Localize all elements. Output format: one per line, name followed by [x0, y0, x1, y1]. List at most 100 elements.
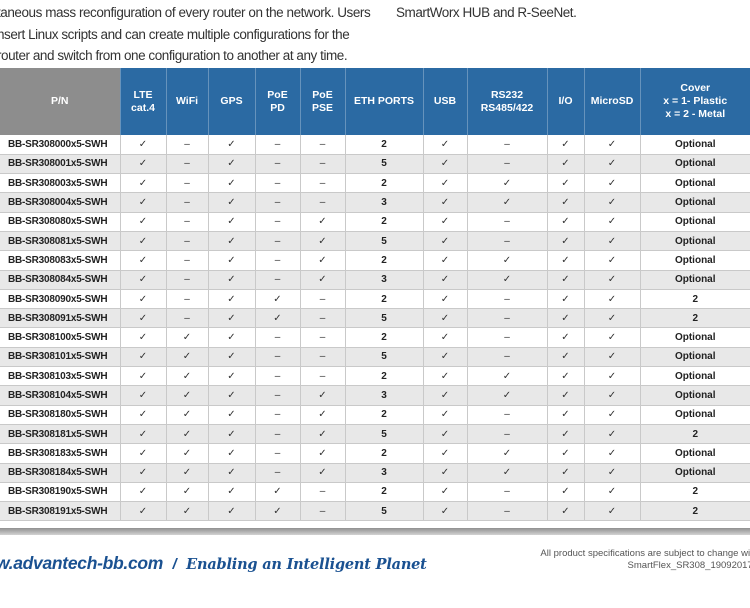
cell-usb: ✓ [422, 173, 467, 194]
part-number-cell: BB-SR308180x5-SWH [0, 405, 120, 425]
cell-gps: ✓ [207, 482, 255, 503]
cell-poe-pd: – [254, 173, 300, 194]
cell-cover: Optional [639, 270, 750, 290]
cell-eth-ports: 2 [344, 212, 423, 232]
cell-poe-pd: – [254, 424, 300, 445]
col-header-io: I/O [546, 68, 584, 135]
cell-poe-pd: ✓ [254, 501, 300, 522]
cell-poe-pse: ✓ [299, 405, 345, 425]
cell-io: ✓ [546, 463, 584, 483]
footer-disclaimer: All product specifications are subject t… [540, 548, 750, 560]
table-row: BB-SR308091x5-SWH ✓ – ✓ ✓ –5 ✓ – ✓ ✓ 2 [0, 308, 750, 329]
cell-microsd: ✓ [583, 501, 640, 522]
cell-rs232-rs485: – [466, 424, 547, 445]
table-row: BB-SR308190x5-SWH ✓ ✓ ✓ ✓ –2 ✓ – ✓ ✓ 2 [0, 482, 750, 503]
cell-cover: Optional [639, 154, 750, 175]
cell-usb: ✓ [422, 308, 467, 329]
part-number-cell: BB-SR308080x5-SWH [0, 212, 120, 232]
cell-lte-cat4: ✓ [119, 405, 166, 425]
cell-cover: Optional [639, 135, 750, 155]
cell-lte-cat4: ✓ [119, 327, 166, 348]
cell-eth-ports: 5 [344, 347, 423, 368]
cell-wifi: ✓ [165, 443, 208, 464]
table-row: BB-SR308000x5-SWH ✓ – ✓ – –2 ✓ – ✓ ✓ Optional [0, 135, 750, 155]
cell-io: ✓ [546, 405, 584, 425]
cell-lte-cat4: ✓ [119, 385, 166, 406]
cell-lte-cat4: ✓ [119, 250, 166, 271]
cell-lte-cat4: ✓ [119, 231, 166, 252]
cell-eth-ports: 5 [344, 424, 423, 445]
cell-poe-pd: – [254, 270, 300, 290]
table-row: BB-SR308081x5-SWH ✓ – ✓ – ✓ 5 ✓ – ✓ ✓ Optional [0, 231, 750, 252]
cell-rs232-rs485: ✓ [466, 385, 547, 406]
cell-microsd: ✓ [583, 173, 640, 194]
cell-io: ✓ [546, 192, 584, 213]
cell-microsd: ✓ [583, 366, 640, 387]
col-header-gps: GPS [207, 68, 255, 135]
cell-cover: 2 [639, 308, 750, 329]
cell-cover: Optional [639, 443, 750, 464]
part-number-cell: BB-SR308000x5-SWH [0, 135, 120, 155]
cell-poe-pd: ✓ [254, 289, 300, 310]
cell-rs232-rs485: – [466, 347, 547, 368]
cell-microsd: ✓ [583, 250, 640, 271]
cell-eth-ports: 3 [344, 385, 423, 406]
part-number-cell: BB-SR308104x5-SWH [0, 385, 120, 406]
cell-gps: ✓ [207, 501, 255, 522]
cell-io: ✓ [546, 231, 584, 252]
cell-poe-pd: – [254, 250, 300, 271]
col-header-cover: Cover x = 1- Plastic x = 2 - Metal [639, 68, 750, 135]
part-number-cell: BB-SR308103x5-SWH [0, 366, 120, 387]
spec-table-body: BB-SR308000x5-SWH ✓ – ✓ – –2 ✓ – ✓ ✓ Optional BB-SR… [0, 135, 750, 522]
cell-poe-pse: ✓ [299, 463, 345, 483]
cell-eth-ports: 5 [344, 308, 423, 329]
intro-paragraph-line: SmartWorx HUB and R-SeeNet. [396, 5, 577, 20]
part-number-cell: BB-SR308183x5-SWH [0, 443, 120, 464]
cell-lte-cat4: ✓ [119, 347, 166, 368]
cell-poe-pd: – [254, 405, 300, 425]
cell-gps: ✓ [207, 405, 255, 425]
footer-slash: / [172, 556, 177, 574]
cell-microsd: ✓ [583, 482, 640, 503]
cell-lte-cat4: ✓ [119, 308, 166, 329]
col-header-wifi: WiFi [165, 68, 208, 135]
part-number-cell: BB-SR308181x5-SWH [0, 424, 120, 445]
cell-io: ✓ [546, 250, 584, 271]
cell-usb: ✓ [422, 270, 467, 290]
cell-poe-pd: – [254, 463, 300, 483]
cell-cover: Optional [639, 366, 750, 387]
cell-poe-pd: – [254, 135, 300, 155]
cell-eth-ports: 2 [344, 327, 423, 348]
cell-rs232-rs485: ✓ [466, 366, 547, 387]
footer-url-link[interactable]: w.advantech-bb.com [0, 553, 164, 574]
table-row: BB-SR308084x5-SWH ✓ – ✓ – ✓ 3 ✓ ✓ ✓ ✓ Optional [0, 270, 750, 290]
cell-poe-pd: – [254, 327, 300, 348]
cell-rs232-rs485: ✓ [466, 443, 547, 464]
cell-poe-pd: – [254, 154, 300, 175]
cell-poe-pse: – [299, 366, 345, 387]
cell-gps: ✓ [207, 135, 255, 155]
cell-wifi: ✓ [165, 482, 208, 503]
footer-legal: All product specifications are subject t… [540, 548, 750, 572]
cell-rs232-rs485: – [466, 405, 547, 425]
cell-gps: ✓ [207, 424, 255, 445]
cell-rs232-rs485: – [466, 327, 547, 348]
cell-usb: ✓ [422, 135, 467, 155]
table-row: BB-SR308004x5-SWH ✓ – ✓ – –3 ✓ ✓ ✓ ✓ Optional [0, 192, 750, 213]
cell-poe-pse: ✓ [299, 385, 345, 406]
cell-poe-pd: – [254, 443, 300, 464]
header-row: P/N LTE cat.4 WiFi GPS PoE PD PoE PSE ETH PORTS US… [0, 68, 750, 135]
cell-microsd: ✓ [583, 385, 640, 406]
table-row: BB-SR308090x5-SWH ✓ – ✓ ✓ –2 ✓ – ✓ ✓ 2 [0, 289, 750, 310]
cell-cover: 2 [639, 424, 750, 445]
cell-microsd: ✓ [583, 327, 640, 348]
cell-gps: ✓ [207, 250, 255, 271]
cell-wifi: ✓ [165, 347, 208, 368]
cell-lte-cat4: ✓ [119, 270, 166, 290]
cell-poe-pd: – [254, 366, 300, 387]
table-row: BB-SR308100x5-SWH ✓ ✓ ✓ – –2 ✓ – ✓ ✓ Optional [0, 327, 750, 348]
cell-poe-pse: – [299, 135, 345, 155]
table-row: BB-SR308184x5-SWH ✓ ✓ ✓ – ✓ 3 ✓ ✓ ✓ ✓ Optional [0, 463, 750, 483]
table-row: BB-SR308183x5-SWH ✓ ✓ ✓ – ✓ 2 ✓ ✓ ✓ ✓ Optional [0, 443, 750, 464]
